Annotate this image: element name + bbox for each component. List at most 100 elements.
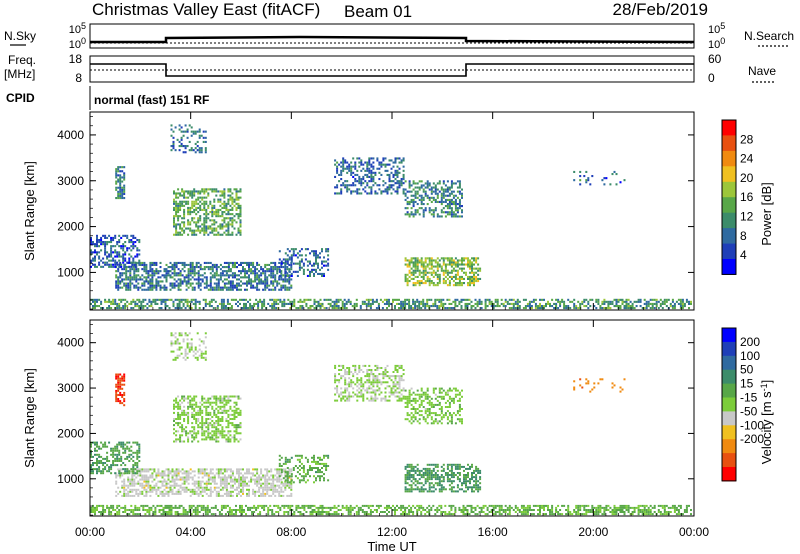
heatmap-cell	[191, 488, 194, 491]
heatmap-cell	[194, 307, 197, 310]
heatmap-cell	[418, 194, 421, 197]
heatmap-cell	[217, 215, 220, 218]
heatmap-cell	[307, 298, 310, 301]
heatmap-cell	[166, 511, 169, 513]
heatmap-cell	[354, 167, 357, 170]
heatmap-cell	[375, 307, 378, 310]
heatmap-cell	[494, 511, 497, 513]
heatmap-cell	[260, 274, 263, 277]
heatmap-cell	[176, 138, 179, 141]
heatmap-cell	[191, 482, 194, 485]
heatmap-cell	[333, 300, 336, 303]
heatmap-cell	[285, 302, 288, 305]
heatmap-cell	[426, 302, 429, 305]
heatmap-cell	[186, 511, 189, 513]
heatmap-cell	[119, 282, 122, 285]
heatmap-cell	[442, 305, 445, 308]
heatmap-cell	[416, 211, 419, 214]
heatmap-cell	[394, 305, 396, 308]
heatmap-cell	[404, 198, 407, 201]
heatmap-cell	[236, 266, 238, 269]
heatmap-cell	[115, 274, 118, 277]
heatmap-cell	[454, 509, 457, 511]
heatmap-cell	[246, 284, 248, 287]
heatmap-cell	[117, 286, 120, 289]
heatmap-cell	[90, 511, 92, 513]
heatmap-cell	[170, 504, 173, 507]
heatmap-cell	[502, 511, 505, 513]
heatmap-cell	[428, 188, 431, 191]
heatmap-cell	[649, 298, 652, 301]
heatmap-cell	[228, 506, 231, 509]
heatmap-cell	[231, 472, 234, 475]
heatmap-cell	[115, 176, 118, 179]
heatmap-cell	[406, 265, 409, 268]
heatmap-cell	[370, 192, 373, 195]
heatmap-cell	[631, 302, 634, 305]
heatmap-cell	[180, 504, 183, 507]
heatmap-cell	[94, 245, 96, 248]
heatmap-cell	[392, 184, 395, 187]
heatmap-cell	[104, 263, 107, 266]
heatmap-cell	[202, 307, 205, 310]
heatmap-cell	[189, 208, 192, 211]
heatmap-cell	[360, 161, 363, 164]
heatmap-cell	[438, 273, 441, 276]
heatmap-cell	[195, 221, 198, 224]
heatmap-cell	[345, 302, 348, 305]
heatmap-cell	[231, 282, 234, 285]
heatmap-cell	[211, 190, 214, 193]
heatmap-cell	[169, 288, 172, 291]
heatmap-cell	[128, 253, 131, 256]
heatmap-cell	[165, 480, 168, 483]
heatmap-cell	[207, 478, 210, 481]
heatmap-cell	[110, 263, 113, 266]
heatmap-cell	[422, 188, 425, 191]
heatmap-cell	[181, 263, 184, 266]
colorbar-tick-label: 28	[740, 132, 754, 146]
heatmap-cell	[151, 480, 154, 483]
heatmap-cell	[200, 149, 203, 152]
heatmap-cell	[335, 307, 338, 310]
heatmap-cell	[349, 504, 352, 507]
heatmap-cell	[182, 509, 185, 511]
heatmap-cell	[136, 298, 139, 301]
heatmap-cell	[202, 298, 205, 301]
heatmap-cell	[454, 269, 457, 272]
heatmap-cell	[251, 511, 254, 513]
heatmap-cell	[422, 302, 425, 305]
heatmap-cell	[203, 213, 206, 216]
heatmap-cell	[138, 263, 141, 266]
heatmap-cell	[655, 305, 658, 308]
heatmap-cell	[414, 259, 417, 262]
heatmap-cell	[268, 268, 271, 271]
heatmap-cell	[104, 236, 107, 239]
heatmap-cell	[651, 302, 654, 305]
heatmap-cell	[226, 298, 229, 301]
heatmap-cell	[191, 229, 194, 232]
heatmap-cell	[446, 269, 449, 272]
heatmap-cell	[577, 513, 580, 516]
heatmap-cell	[394, 513, 396, 516]
heatmap-cell	[553, 307, 556, 310]
heatmap-cell	[203, 276, 206, 279]
y-tick-label: 2000	[57, 220, 84, 234]
heatmap-cell	[175, 484, 178, 487]
heatmap-cell	[370, 173, 373, 176]
heatmap-cell	[121, 166, 124, 169]
heatmap-cell	[173, 492, 176, 495]
heatmap-cell	[430, 298, 433, 301]
heatmap-cell	[361, 511, 364, 513]
heatmap-cell	[593, 511, 596, 513]
heatmap-cell	[370, 163, 373, 166]
heatmap-cell	[194, 142, 197, 145]
heatmap-cell	[581, 302, 584, 305]
heatmap-cell	[94, 263, 96, 266]
heatmap-cell	[193, 192, 196, 195]
heatmap-cell	[122, 506, 125, 509]
heatmap-cell	[388, 511, 390, 513]
heatmap-cell	[183, 231, 186, 234]
heatmap-cell	[128, 509, 131, 511]
heatmap-cell	[436, 194, 439, 197]
heatmap-cell	[264, 274, 267, 277]
